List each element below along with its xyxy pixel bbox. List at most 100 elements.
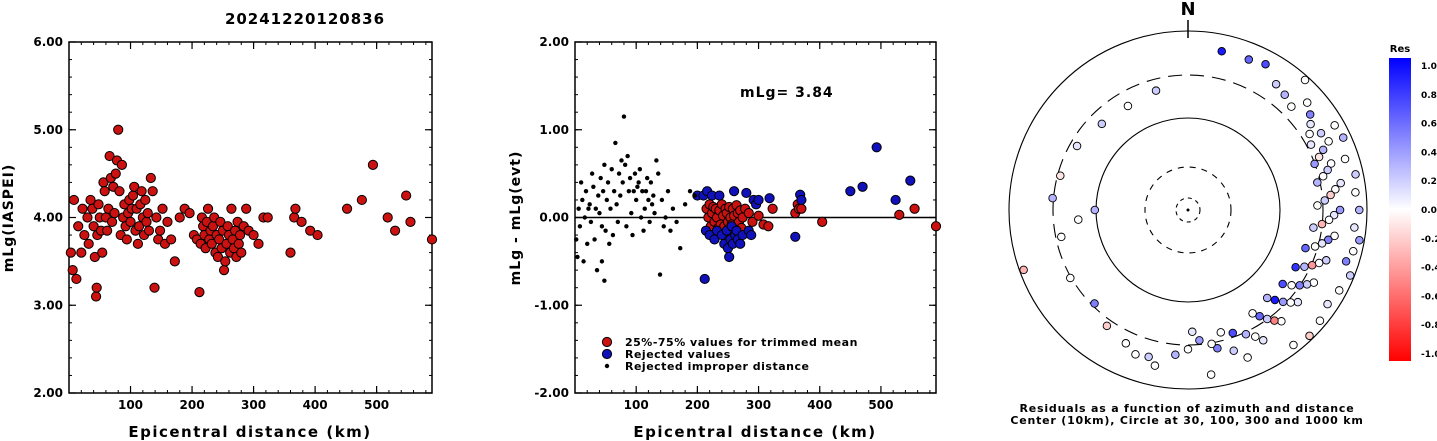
data-point (607, 241, 612, 247)
x-axis-ticks: 100 200 300 400 500 (80, 42, 427, 412)
station-point (1097, 119, 1107, 129)
data-point (285, 247, 296, 258)
station-point (1336, 178, 1345, 188)
station-point (1286, 298, 1295, 307)
station-point (1293, 297, 1303, 307)
station-point (1151, 86, 1161, 95)
data-points (65, 124, 438, 302)
data-point (65, 247, 76, 258)
data-point (162, 216, 173, 227)
data-point (627, 175, 633, 181)
data-point (67, 265, 78, 276)
data-point (121, 234, 132, 245)
station-point (1351, 188, 1360, 197)
data-point (586, 206, 591, 211)
station-point (1305, 331, 1314, 341)
data-point (142, 208, 153, 219)
data-point (602, 162, 607, 168)
data-point (576, 206, 581, 211)
data-point (110, 168, 121, 179)
data-point (88, 221, 99, 232)
data-point (184, 208, 195, 219)
data-point (102, 225, 113, 236)
station-point (1229, 346, 1238, 355)
data-point (636, 180, 641, 185)
data-point (93, 199, 104, 210)
data-point (234, 229, 246, 241)
station-point (1217, 47, 1226, 56)
station-point (1355, 205, 1364, 215)
data-point (646, 197, 651, 203)
data-point (89, 251, 100, 263)
data-point (642, 206, 647, 211)
data-point (290, 203, 301, 214)
x-axis-label: Epicentral distance (km) (633, 423, 876, 441)
y-tick-label: 2.00 (539, 35, 569, 49)
data-point (633, 197, 639, 203)
data-point (640, 188, 645, 194)
colorbar-tick-label: -0.8 (1421, 321, 1437, 331)
data-point (613, 140, 618, 146)
data-point (743, 208, 754, 219)
x-axis-label: Epicentral distance (km) (128, 423, 371, 441)
station-point (1315, 316, 1325, 325)
station-point (1321, 256, 1331, 265)
data-point (845, 186, 856, 197)
station-point (1340, 154, 1350, 164)
y-tick-label: 4.00 (33, 211, 63, 225)
station-point (1243, 353, 1252, 362)
station-point (1241, 329, 1251, 339)
legend-marker (604, 363, 610, 369)
data-point (174, 212, 185, 223)
data-point (143, 225, 155, 236)
data-point (141, 216, 152, 227)
data-point (113, 124, 124, 135)
data-point (663, 215, 668, 220)
data-point (678, 246, 683, 251)
data-point (604, 197, 610, 203)
x-tick-label: 500 (868, 398, 893, 412)
station-point (1244, 55, 1254, 64)
data-point (687, 188, 693, 194)
data-point (796, 203, 807, 214)
data-point (589, 171, 595, 176)
data-point (625, 153, 630, 159)
legend-label: 25%-75% values for trimmed mean (625, 336, 858, 349)
data-point (149, 282, 160, 293)
station-point (1048, 193, 1057, 203)
colorbar-tick-label: 0.8 (1421, 91, 1437, 101)
station-point (1318, 172, 1328, 181)
data-point (764, 193, 775, 204)
data-point (905, 175, 916, 186)
station-point (1056, 171, 1065, 181)
y-tick-label: -2.00 (534, 386, 569, 400)
data-point (648, 180, 654, 185)
station-point (1330, 121, 1339, 130)
colorbar-tick-label: 0.6 (1421, 120, 1437, 130)
data-point (136, 186, 147, 197)
legend-label: Rejected values (625, 348, 731, 361)
station-point (1329, 210, 1339, 220)
north-label: N (1180, 0, 1195, 20)
data-point (226, 203, 237, 214)
station-point (1171, 350, 1180, 359)
data-point (597, 210, 602, 216)
data-point (649, 202, 655, 207)
data-point (651, 193, 656, 198)
data-point (622, 162, 628, 168)
station-point (1306, 140, 1316, 149)
data-point (91, 282, 102, 293)
data-point (82, 212, 93, 223)
data-point (857, 181, 868, 192)
colorbar-tick-label: 0.0 (1421, 206, 1437, 216)
data-point (654, 158, 659, 163)
station-point (1258, 336, 1268, 345)
y-axis-label: mLg - mLg(evt) (508, 151, 524, 286)
data-point (127, 190, 139, 201)
data-point (253, 238, 264, 249)
station-point (1271, 79, 1281, 89)
station-point (1289, 340, 1298, 350)
data-point (166, 234, 177, 245)
data-point (574, 237, 579, 242)
station-point (1278, 279, 1287, 289)
